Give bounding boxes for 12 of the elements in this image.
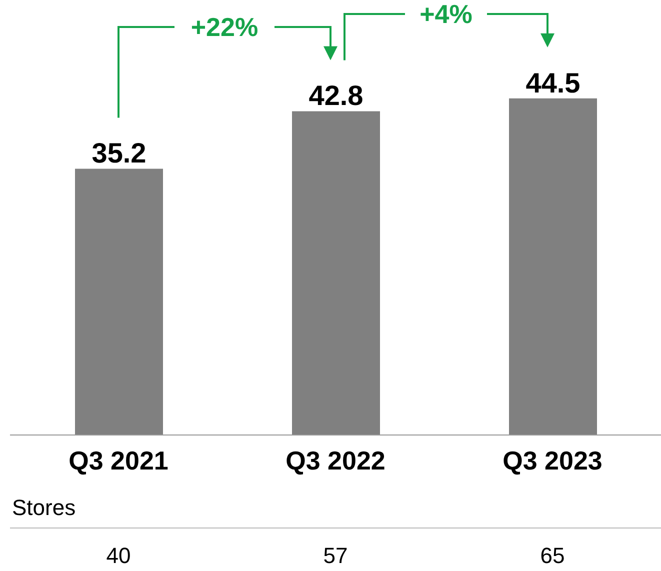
annotation: +22% [190, 12, 258, 42]
data-label: 42.8 [308, 80, 364, 112]
data-label: 40 [106, 543, 131, 568]
annotation: +4% [420, 0, 472, 29]
data-label: 44.5 [526, 67, 580, 98]
data-label: 57 [323, 543, 348, 568]
data-label: 65 [540, 543, 565, 568]
text: Stores [12, 495, 76, 520]
x-tick-label: Q3 2021 [68, 445, 168, 476]
x-tick-label: Q3 2022 [286, 445, 386, 476]
x-tick-label: Q3 2023 [502, 445, 602, 476]
data-label: 35.2 [92, 138, 146, 169]
